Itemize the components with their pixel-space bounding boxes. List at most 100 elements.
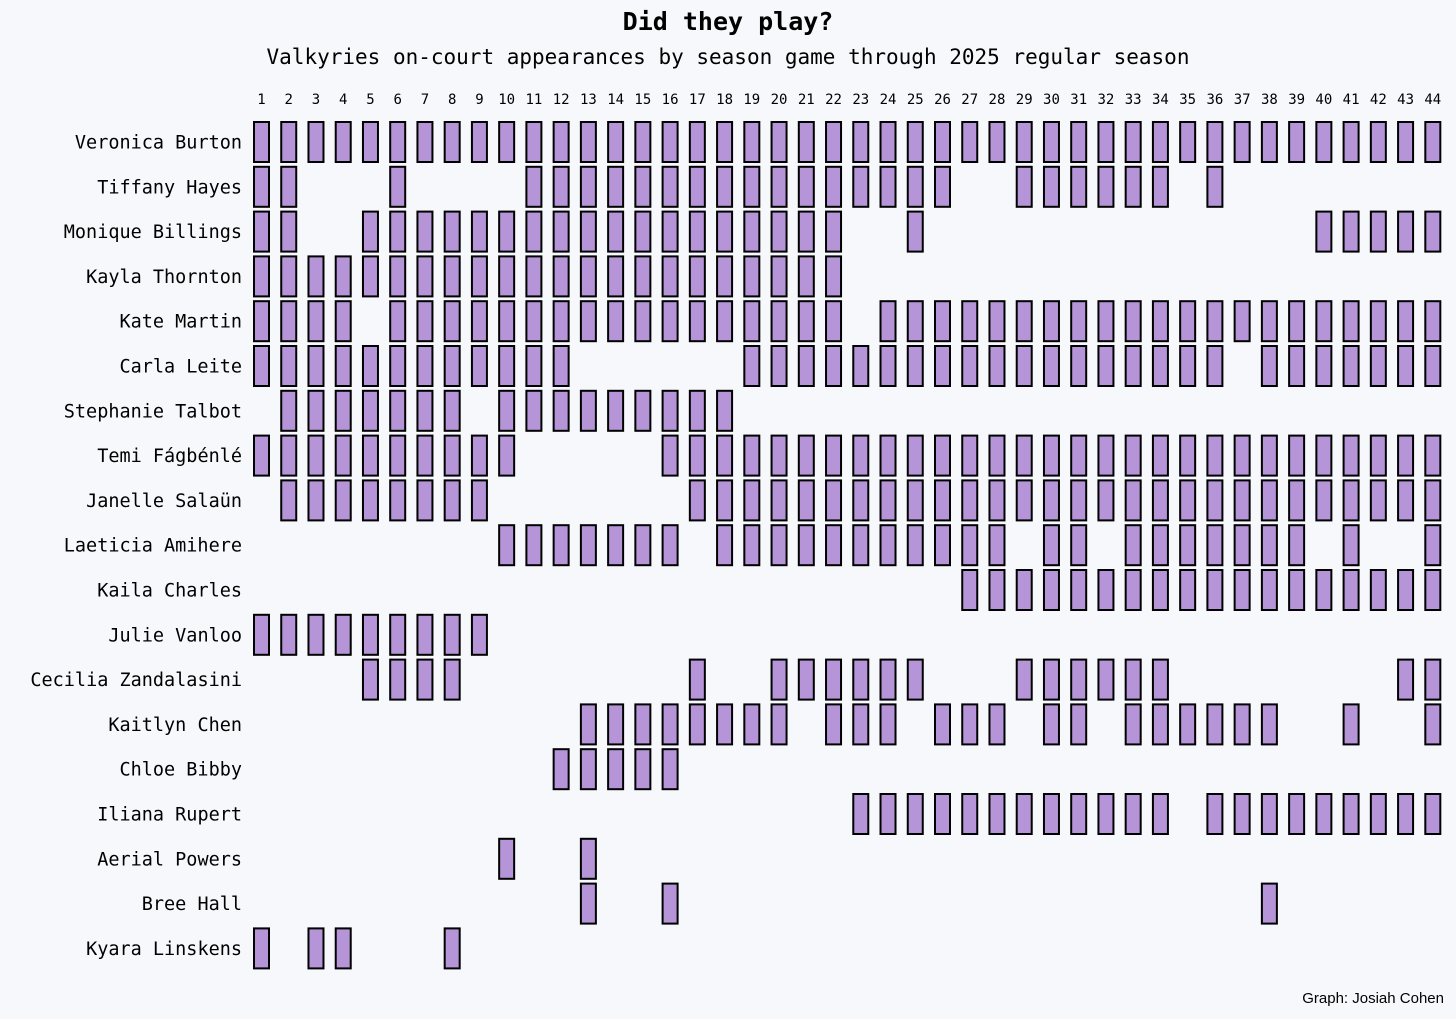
appearance-cell [852,434,870,477]
appearance-cell [1042,345,1060,387]
appearance-cell [525,389,543,432]
appearance-cell [498,210,516,253]
appearance-cell [743,434,761,477]
appearance-cell [1097,793,1115,835]
appearance-cell [770,165,788,208]
appearance-cell [1233,569,1251,611]
appearance-cell [443,255,461,298]
appearance-cell [1233,121,1251,163]
appearance-cell [743,524,761,567]
appearance-cell [579,210,597,253]
appearance-cell [280,255,298,298]
appearance-cell [879,121,897,163]
appearance-cell [361,658,379,701]
appearance-cell [743,255,761,298]
appearance-cell [1179,524,1197,567]
appearance-cell [1097,165,1115,208]
appearance-cell [389,210,407,253]
appearance-cell [634,300,652,343]
appearance-cell [579,121,597,163]
player-label: Kaila Charles [97,581,242,602]
x-tick-label: 37 [1234,92,1251,108]
appearance-cell [961,121,979,163]
appearance-cell [334,434,352,477]
appearance-cell [579,389,597,432]
appearance-cell [1288,524,1306,567]
player-label: Stephanie Talbot [64,401,242,422]
appearance-cell [607,389,625,432]
appearance-cell [1124,300,1142,343]
appearance-cell [1124,569,1142,611]
appearance-cell [1260,479,1278,522]
appearance-cell [525,524,543,567]
appearance-cell [1260,345,1278,387]
appearance-cell [879,703,897,746]
x-tick-label: 40 [1315,92,1332,108]
appearance-cell [1015,569,1033,611]
x-tick-label: 27 [961,92,978,108]
appearance-cell [1369,569,1387,611]
appearance-cell [825,524,843,567]
appearance-cell [280,121,298,163]
appearance-cell [906,300,924,343]
appearance-cell [1342,300,1360,343]
appearance-cell [470,479,488,522]
appearance-cell [280,479,298,522]
appearance-cell [1424,121,1442,163]
appearance-cell [661,882,679,925]
appearance-cell [443,434,461,477]
appearance-cell [470,255,488,298]
appearance-cell [1124,524,1142,567]
appearance-cell [280,345,298,387]
appearance-cell [1151,703,1169,746]
appearance-cell [1315,793,1333,835]
appearance-cell [470,300,488,343]
appearance-cell [1206,569,1224,611]
player-label: Iliana Rupert [97,805,242,826]
appearance-cell [1151,524,1169,567]
appearance-cell [389,121,407,163]
appearance-cell [1369,121,1387,163]
appearance-cell [1206,300,1224,343]
appearance-cell [825,121,843,163]
appearance-cell [1206,479,1224,522]
x-tick-label: 36 [1206,92,1223,108]
player-label: Bree Hall [142,894,242,915]
appearance-cell [934,434,951,477]
x-tick-label: 19 [743,92,760,108]
appearance-cell [1342,703,1360,746]
appearance-cell [825,255,843,298]
appearance-cell [743,121,761,163]
appearance-cell [934,345,951,387]
appearance-cell [361,479,379,522]
appearance-cell [1315,479,1333,522]
appearance-cell [253,345,270,387]
appearance-cell [361,255,379,298]
appearance-cell [1288,793,1306,835]
appearance-cell [1124,345,1142,387]
player-label: Laeticia Amihere [64,536,242,557]
appearance-cell [1042,479,1060,522]
x-tick-label: 15 [634,92,651,108]
appearance-cell [661,389,679,432]
appearance-cell [1070,658,1088,701]
appearance-cell [498,524,516,567]
appearance-cell [443,121,461,163]
player-label: Veronica Burton [75,133,242,154]
appearance-cell [797,210,815,253]
appearance-cell [961,703,979,746]
appearance-cell [961,569,979,611]
appearance-cell [1124,703,1142,746]
appearance-cell [988,524,1006,567]
appearance-cell [1151,434,1169,477]
appearance-cell [770,434,788,477]
appearance-cell [1288,569,1306,611]
appearance-cell [743,479,761,522]
appearance-cell [825,300,843,343]
appearance-cell [743,210,761,253]
x-tick-label: 1 [257,92,265,108]
appearance-cell [988,793,1006,835]
appearance-cell [1424,524,1442,567]
chart-title: Did they play? [623,7,834,36]
